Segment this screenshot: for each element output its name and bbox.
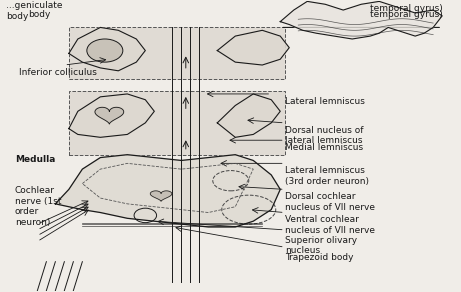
Text: Cochlear
nerve (1st
order
neuron): Cochlear nerve (1st order neuron): [15, 187, 61, 227]
Polygon shape: [55, 155, 280, 227]
Polygon shape: [217, 30, 289, 65]
Bar: [69, 91, 285, 155]
Polygon shape: [217, 94, 280, 137]
Text: temporal gyrus): temporal gyrus): [370, 10, 443, 19]
Polygon shape: [280, 1, 442, 39]
Text: Lateral lemniscus: Lateral lemniscus: [285, 97, 365, 106]
Text: Dorsal nucleus of
lateral lemniscus: Dorsal nucleus of lateral lemniscus: [285, 126, 363, 145]
Text: body: body: [29, 10, 51, 19]
Text: Inferior colliculus: Inferior colliculus: [19, 68, 97, 77]
Polygon shape: [150, 191, 172, 201]
Bar: [69, 27, 285, 79]
Ellipse shape: [87, 39, 123, 62]
Polygon shape: [69, 94, 154, 137]
Text: Superior olivary
nucleus: Superior olivary nucleus: [285, 236, 357, 255]
Polygon shape: [69, 27, 145, 71]
Text: Medial lemniscus: Medial lemniscus: [285, 143, 363, 152]
Text: ...geniculate
body: ...geniculate body: [6, 1, 62, 21]
Text: temporal gyrus): temporal gyrus): [370, 4, 443, 13]
Text: Trapezoid body: Trapezoid body: [285, 253, 353, 262]
Text: Lateral lemniscus
(3rd order neuron): Lateral lemniscus (3rd order neuron): [285, 166, 369, 186]
Text: Ventral cochlear
nucleus of VII nerve: Ventral cochlear nucleus of VII nerve: [285, 215, 375, 235]
Polygon shape: [95, 107, 124, 124]
Text: Dorsal cochlear
nucleus of VII nerve: Dorsal cochlear nucleus of VII nerve: [285, 192, 375, 212]
Text: Medulla: Medulla: [15, 155, 55, 164]
